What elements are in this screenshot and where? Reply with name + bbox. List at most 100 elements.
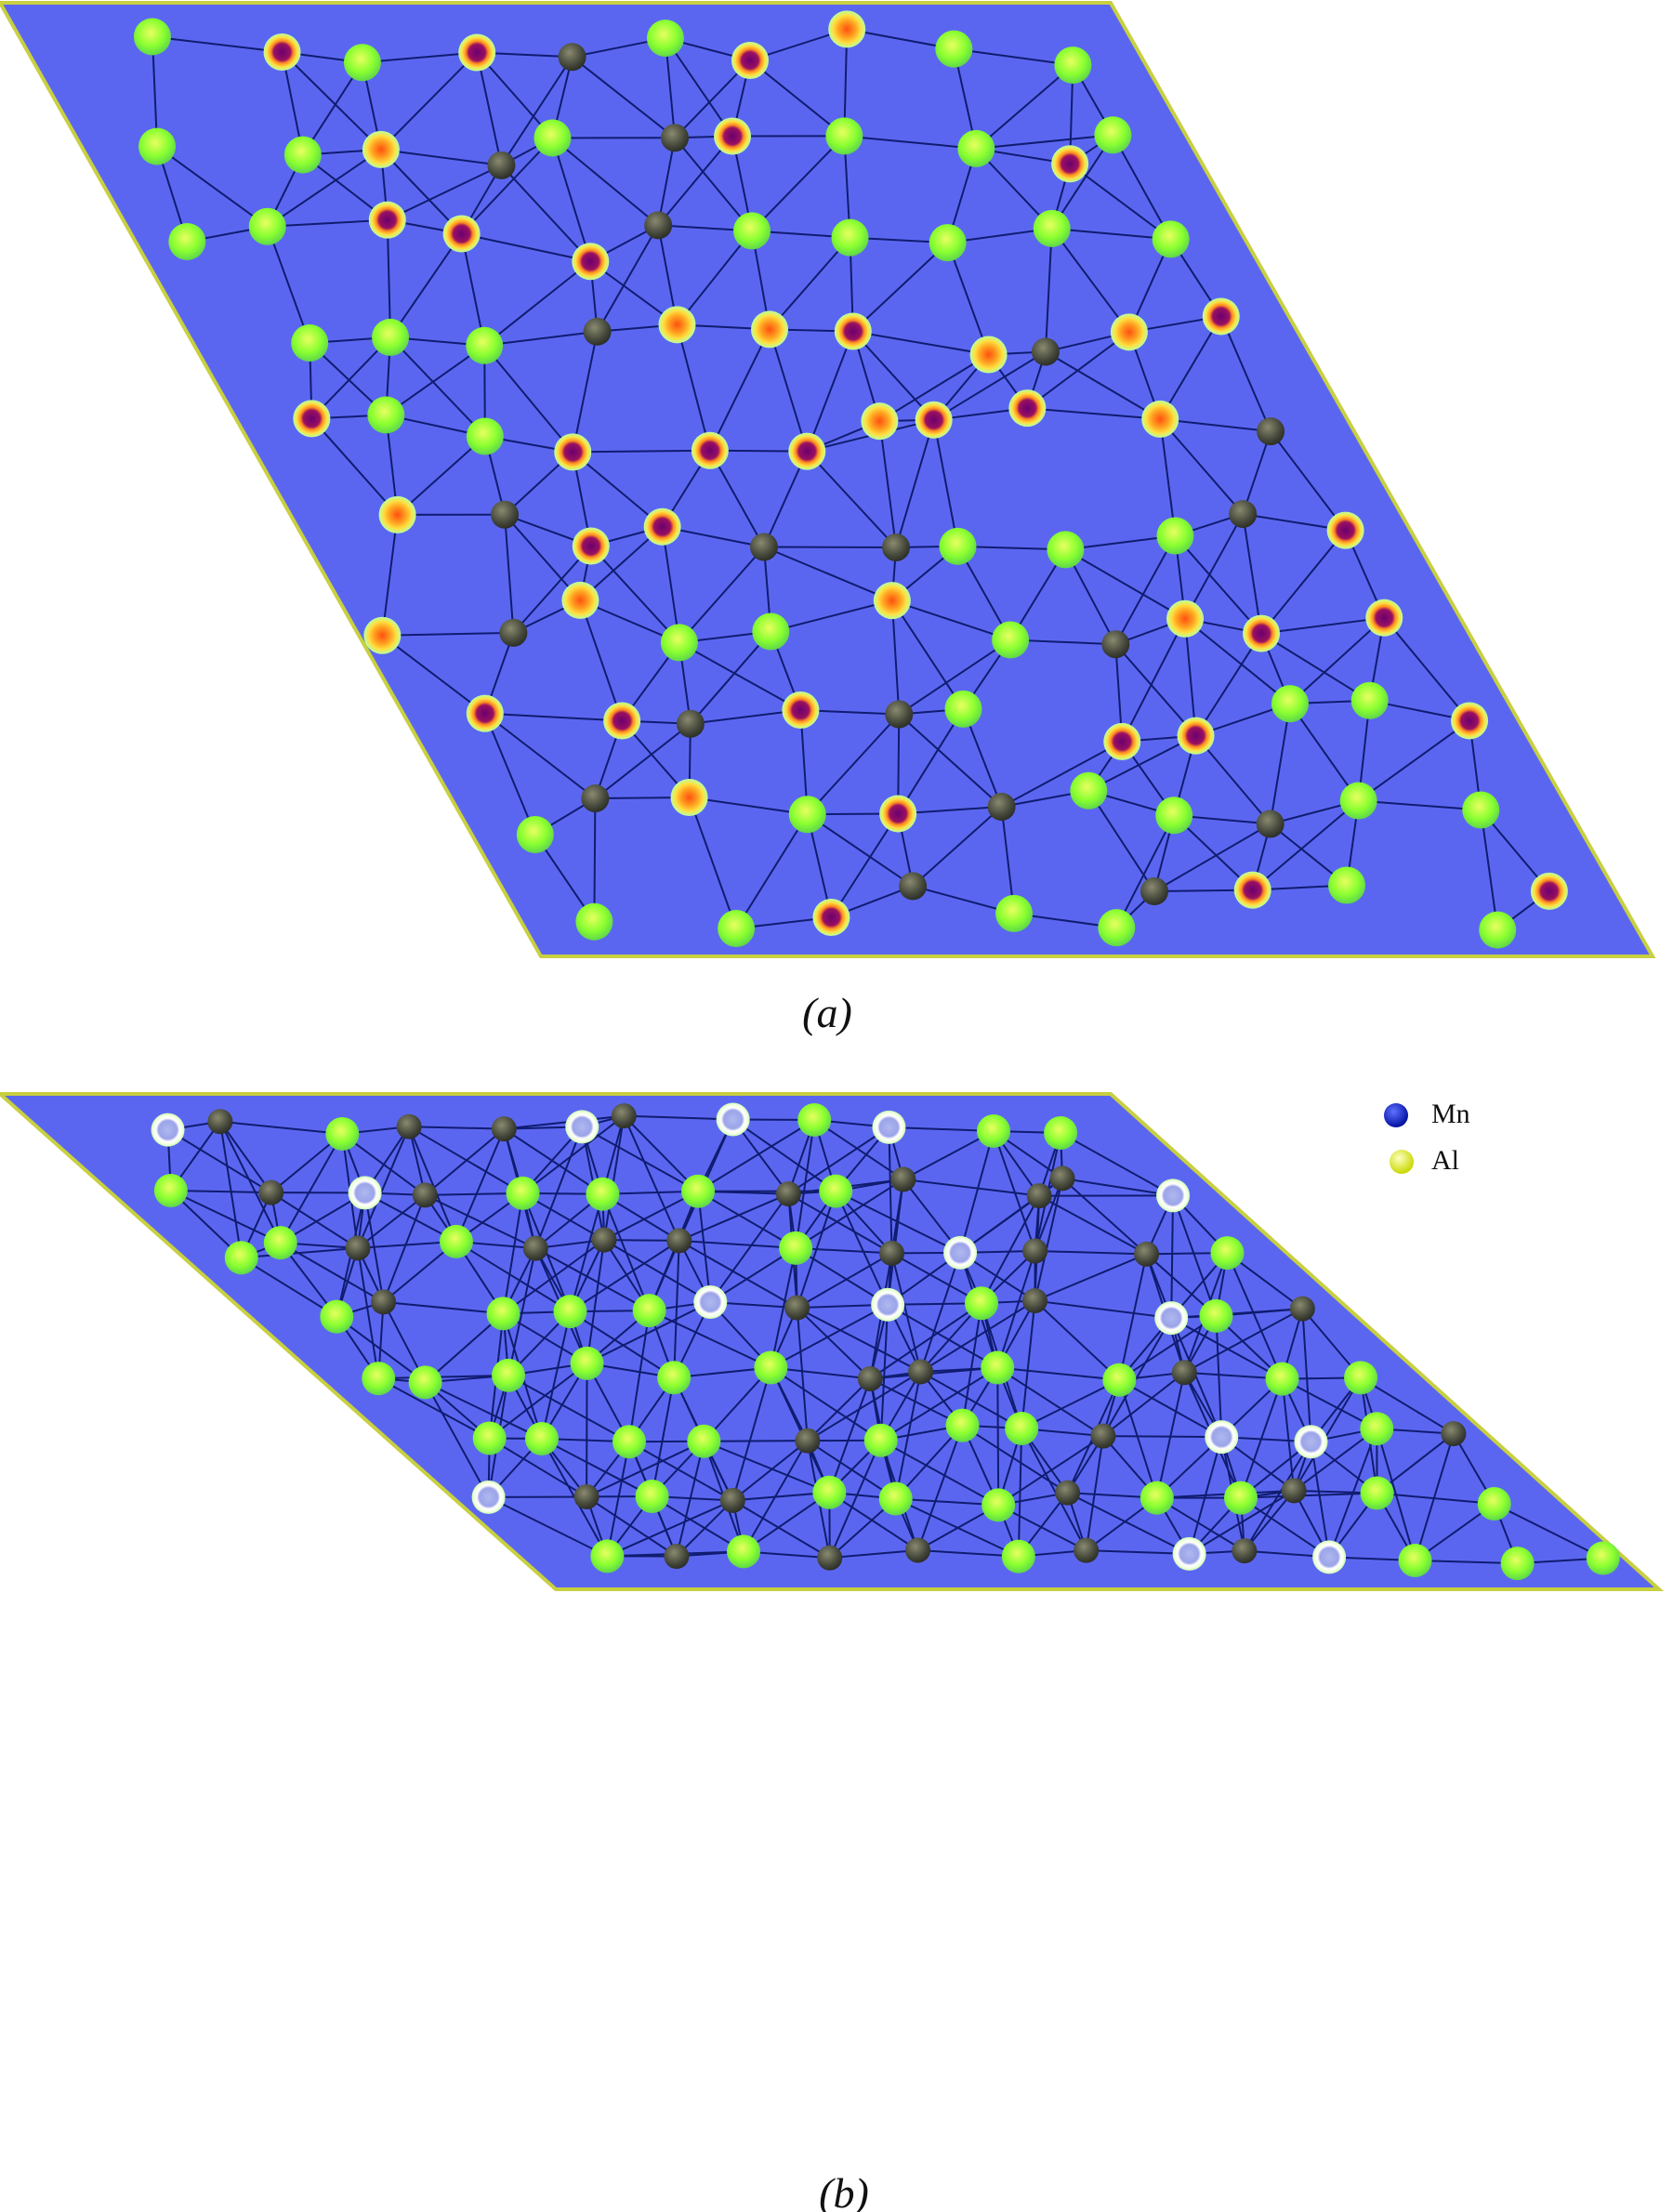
bond — [521, 1114, 625, 1194]
atom — [1139, 1481, 1174, 1515]
bond — [709, 1247, 797, 1303]
atom — [788, 432, 826, 470]
bond — [1289, 703, 1360, 802]
atom — [879, 795, 917, 833]
bond — [484, 712, 623, 722]
bond — [593, 798, 597, 922]
atom — [1021, 1288, 1047, 1314]
bond — [424, 1193, 536, 1250]
atom — [1166, 599, 1205, 638]
bond — [749, 59, 845, 138]
bond — [1219, 316, 1272, 432]
bond — [385, 344, 485, 416]
bond — [460, 137, 554, 235]
bond — [676, 1499, 734, 1558]
bond — [381, 634, 486, 715]
bond — [787, 1192, 892, 1255]
bond — [603, 1239, 711, 1303]
atom — [965, 1286, 999, 1321]
bond — [657, 135, 733, 226]
bond — [603, 1190, 699, 1241]
bond — [932, 419, 959, 547]
bond — [572, 451, 664, 528]
bond — [1194, 734, 1271, 825]
atom — [572, 243, 610, 281]
atom — [1477, 1487, 1511, 1521]
atom — [644, 211, 673, 240]
bond — [1118, 1254, 1148, 1380]
atom — [575, 902, 613, 941]
bond — [364, 1192, 457, 1243]
atom — [1243, 614, 1281, 652]
bond — [488, 1495, 608, 1558]
bond — [1183, 1308, 1303, 1374]
bond — [504, 1114, 625, 1130]
bond — [500, 56, 573, 166]
bond — [902, 1130, 995, 1180]
bond — [678, 1192, 789, 1242]
bond — [270, 1192, 359, 1249]
bond — [1360, 1376, 1455, 1435]
bond — [534, 1247, 651, 1311]
bond — [676, 324, 711, 451]
bond — [920, 1299, 1036, 1373]
atom — [812, 1475, 847, 1509]
atom — [1033, 209, 1071, 247]
atom — [1462, 791, 1500, 829]
atom — [981, 1350, 1015, 1385]
atom — [466, 326, 504, 364]
bond — [571, 56, 676, 139]
bond — [424, 1381, 490, 1498]
bond — [1189, 1489, 1295, 1555]
atom — [151, 1113, 185, 1147]
bond — [916, 1425, 964, 1551]
atom — [664, 1544, 690, 1570]
bond — [835, 1191, 889, 1306]
atom — [1049, 1165, 1075, 1192]
bond — [697, 1191, 712, 1303]
bond — [676, 230, 753, 325]
bond — [731, 1499, 831, 1560]
atom — [831, 218, 869, 257]
bond — [380, 148, 502, 166]
atom — [224, 1241, 258, 1275]
atom — [291, 324, 329, 362]
bond — [796, 1308, 809, 1442]
bond — [688, 797, 738, 929]
atom — [666, 1228, 692, 1254]
atom — [320, 1299, 354, 1334]
legend-label: Al — [1431, 1145, 1459, 1176]
bond — [1260, 632, 1371, 702]
bond — [581, 1126, 699, 1192]
bond — [586, 1239, 606, 1363]
bond — [362, 51, 478, 64]
bond — [770, 1247, 797, 1368]
atom — [1479, 911, 1517, 949]
atom — [1074, 1537, 1100, 1563]
bond — [743, 1491, 830, 1553]
atom — [819, 1174, 853, 1208]
bond — [787, 1126, 890, 1195]
bond — [704, 1440, 808, 1442]
atom — [1054, 46, 1092, 85]
atom — [861, 402, 899, 441]
bond — [763, 546, 893, 602]
atom — [558, 43, 586, 72]
bond — [751, 135, 846, 232]
atom — [670, 778, 708, 816]
atom — [439, 1224, 473, 1258]
bond — [1244, 1490, 1295, 1552]
atom — [899, 872, 928, 901]
bond — [1252, 799, 1360, 891]
bond — [455, 1241, 572, 1312]
atom — [1451, 702, 1489, 740]
atom — [727, 1534, 761, 1569]
bond — [878, 353, 990, 423]
bond — [1383, 617, 1470, 722]
bond — [383, 1300, 504, 1315]
atom — [491, 1116, 517, 1142]
bond — [167, 1128, 272, 1194]
bond — [512, 545, 592, 634]
bond — [357, 1126, 411, 1249]
